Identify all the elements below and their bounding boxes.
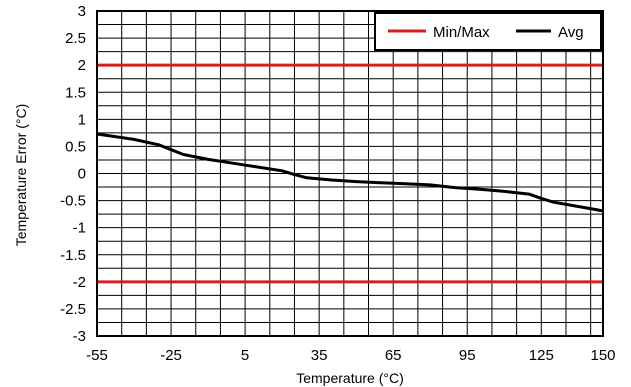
- tick-labels: -55 -25 5 35 65 95 125 150 3 2.5 2 1.5 1 0.5 0 -0.5 -1 -1…: [60, 3, 615, 364]
- y-tick-label: 2.5: [65, 30, 86, 47]
- y-axis-label: Temperature Error (°C): [13, 104, 29, 247]
- y-tick-label: -0.5: [60, 193, 86, 210]
- x-tick-label: 5: [241, 347, 249, 364]
- y-tick-label: 2: [78, 57, 86, 74]
- series-lines: [96, 63, 604, 284]
- y-tick-label: 0: [78, 166, 86, 183]
- x-tick-label: 95: [459, 347, 476, 364]
- plot-frame: [96, 10, 604, 337]
- y-tick-label: 1: [78, 111, 86, 128]
- legend: Min/Max Avg: [374, 12, 602, 51]
- y-tick-label: -1.5: [60, 247, 86, 264]
- x-axis-label: Temperature (°C): [296, 370, 404, 386]
- series-avg-line: [96, 132, 604, 213]
- y-tick-label: 3: [78, 3, 86, 20]
- y-tick-label: 1.5: [65, 84, 86, 101]
- y-tick-label: 0.5: [65, 138, 86, 155]
- x-tick-label: 65: [385, 347, 402, 364]
- x-tick-label: 125: [529, 347, 554, 364]
- y-tick-label: -2.5: [60, 301, 86, 318]
- legend-label-minmax: Min/Max: [433, 24, 490, 41]
- x-tick-label: -55: [86, 347, 108, 364]
- legend-label-avg: Avg: [558, 24, 584, 41]
- y-tick-label: -2: [73, 274, 86, 291]
- y-tick-label: -3: [73, 328, 86, 345]
- x-tick-label: 150: [590, 347, 615, 364]
- y-tick-label: -1: [73, 220, 86, 237]
- grid-lines: [97, 11, 603, 336]
- x-tick-label: -25: [160, 347, 182, 364]
- x-tick-label: 35: [311, 347, 328, 364]
